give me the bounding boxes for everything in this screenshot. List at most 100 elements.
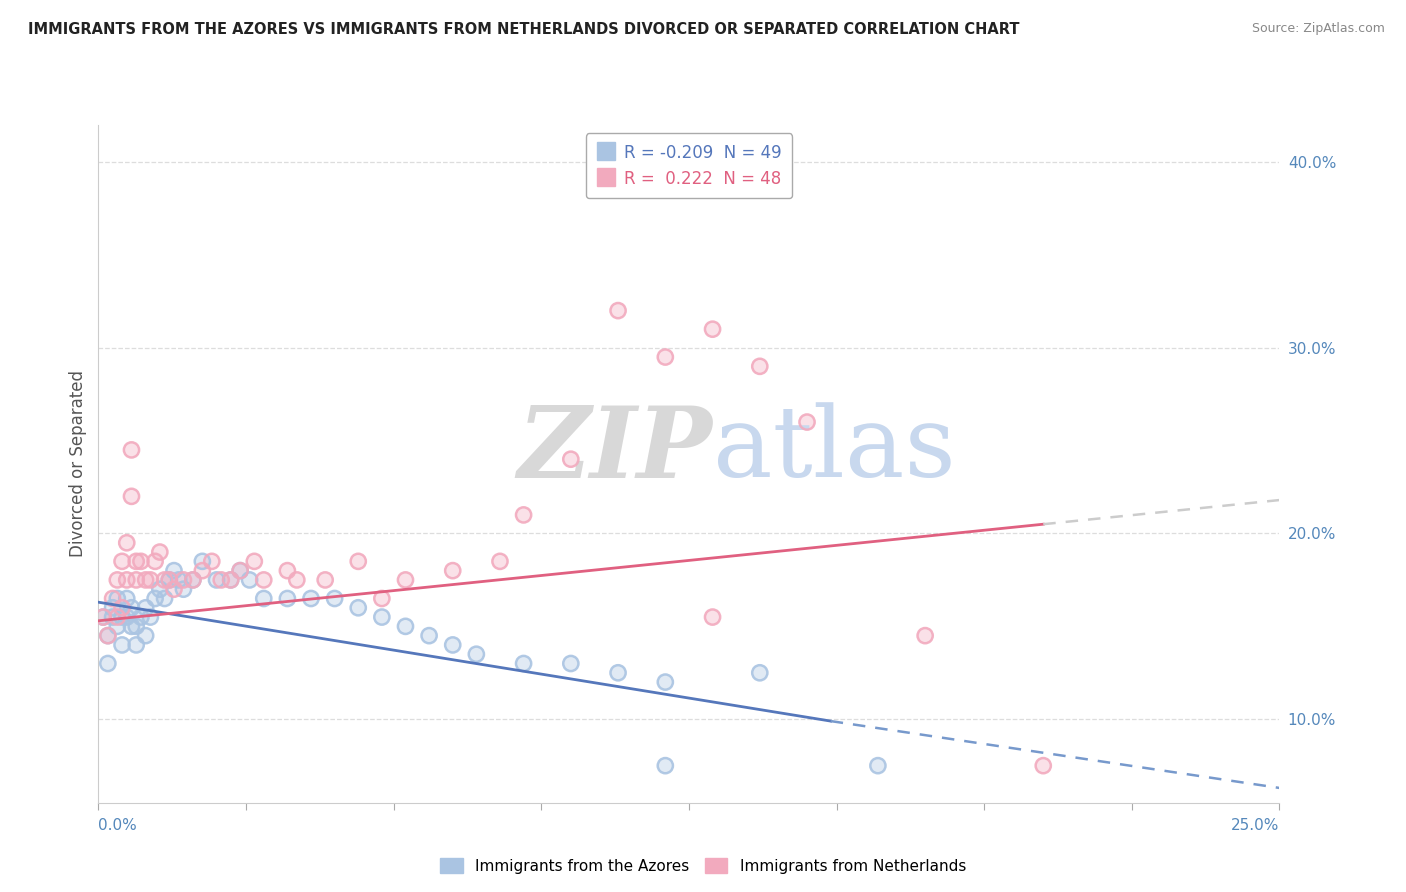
- Point: [111, 600, 134, 615]
- Legend: R = -0.209  N = 49, R =  0.222  N = 48: R = -0.209 N = 49, R = 0.222 N = 48: [586, 133, 792, 198]
- Point: [347, 600, 370, 615]
- Point: [115, 535, 138, 549]
- Point: [654, 350, 676, 364]
- Point: [172, 573, 194, 587]
- Point: [702, 322, 724, 336]
- Point: [91, 610, 114, 624]
- Point: [91, 610, 114, 624]
- Point: [253, 573, 276, 587]
- Y-axis label: Divorced or Separated: Divorced or Separated: [69, 370, 87, 558]
- Point: [121, 489, 143, 503]
- Point: [441, 638, 464, 652]
- Point: [167, 573, 190, 587]
- Point: [105, 573, 128, 587]
- Point: [191, 564, 214, 578]
- Point: [219, 573, 242, 587]
- Point: [115, 535, 138, 549]
- Point: [105, 619, 128, 633]
- Point: [149, 545, 172, 559]
- Point: [115, 610, 138, 624]
- Point: [153, 591, 176, 606]
- Point: [121, 600, 143, 615]
- Point: [347, 554, 370, 568]
- Point: [125, 573, 148, 587]
- Point: [371, 610, 394, 624]
- Point: [276, 564, 298, 578]
- Point: [125, 573, 148, 587]
- Point: [702, 610, 724, 624]
- Point: [97, 629, 120, 643]
- Point: [121, 600, 143, 615]
- Text: Source: ZipAtlas.com: Source: ZipAtlas.com: [1251, 22, 1385, 36]
- Point: [97, 657, 120, 671]
- Point: [191, 554, 214, 568]
- Point: [157, 573, 180, 587]
- Point: [139, 573, 162, 587]
- Point: [125, 554, 148, 568]
- Point: [796, 415, 818, 429]
- Point: [157, 573, 180, 587]
- Point: [101, 591, 124, 606]
- Text: 25.0%: 25.0%: [1232, 818, 1279, 832]
- Point: [129, 610, 152, 624]
- Point: [121, 619, 143, 633]
- Point: [560, 657, 582, 671]
- Point: [489, 554, 512, 568]
- Point: [394, 619, 416, 633]
- Point: [299, 591, 322, 606]
- Point: [153, 573, 176, 587]
- Point: [205, 573, 228, 587]
- Point: [105, 619, 128, 633]
- Point: [125, 638, 148, 652]
- Point: [219, 573, 242, 587]
- Point: [121, 489, 143, 503]
- Text: ZIP: ZIP: [517, 402, 713, 499]
- Point: [209, 573, 232, 587]
- Point: [153, 573, 176, 587]
- Point: [394, 573, 416, 587]
- Point: [115, 591, 138, 606]
- Point: [105, 591, 128, 606]
- Point: [229, 564, 252, 578]
- Point: [914, 629, 936, 643]
- Point: [314, 573, 336, 587]
- Point: [115, 591, 138, 606]
- Point: [135, 629, 157, 643]
- Point: [512, 508, 534, 522]
- Point: [105, 591, 128, 606]
- Point: [97, 629, 120, 643]
- Point: [101, 591, 124, 606]
- Point: [560, 452, 582, 467]
- Point: [111, 610, 134, 624]
- Text: 0.0%: 0.0%: [98, 818, 138, 832]
- Point: [157, 573, 180, 587]
- Point: [748, 665, 770, 680]
- Point: [512, 657, 534, 671]
- Point: [172, 582, 194, 597]
- Point: [512, 508, 534, 522]
- Point: [441, 564, 464, 578]
- Point: [143, 554, 166, 568]
- Point: [607, 665, 630, 680]
- Point: [121, 442, 143, 457]
- Point: [125, 638, 148, 652]
- Point: [299, 591, 322, 606]
- Point: [276, 564, 298, 578]
- Point: [135, 573, 157, 587]
- Point: [347, 554, 370, 568]
- Point: [654, 675, 676, 690]
- Point: [748, 359, 770, 374]
- Point: [157, 573, 180, 587]
- Point: [239, 573, 262, 587]
- Point: [285, 573, 308, 587]
- Point: [121, 442, 143, 457]
- Legend: Immigrants from the Azores, Immigrants from Netherlands: Immigrants from the Azores, Immigrants f…: [434, 852, 972, 880]
- Point: [97, 629, 120, 643]
- Point: [285, 573, 308, 587]
- Point: [101, 600, 124, 615]
- Point: [129, 554, 152, 568]
- Point: [163, 564, 186, 578]
- Point: [314, 573, 336, 587]
- Point: [654, 758, 676, 772]
- Point: [276, 591, 298, 606]
